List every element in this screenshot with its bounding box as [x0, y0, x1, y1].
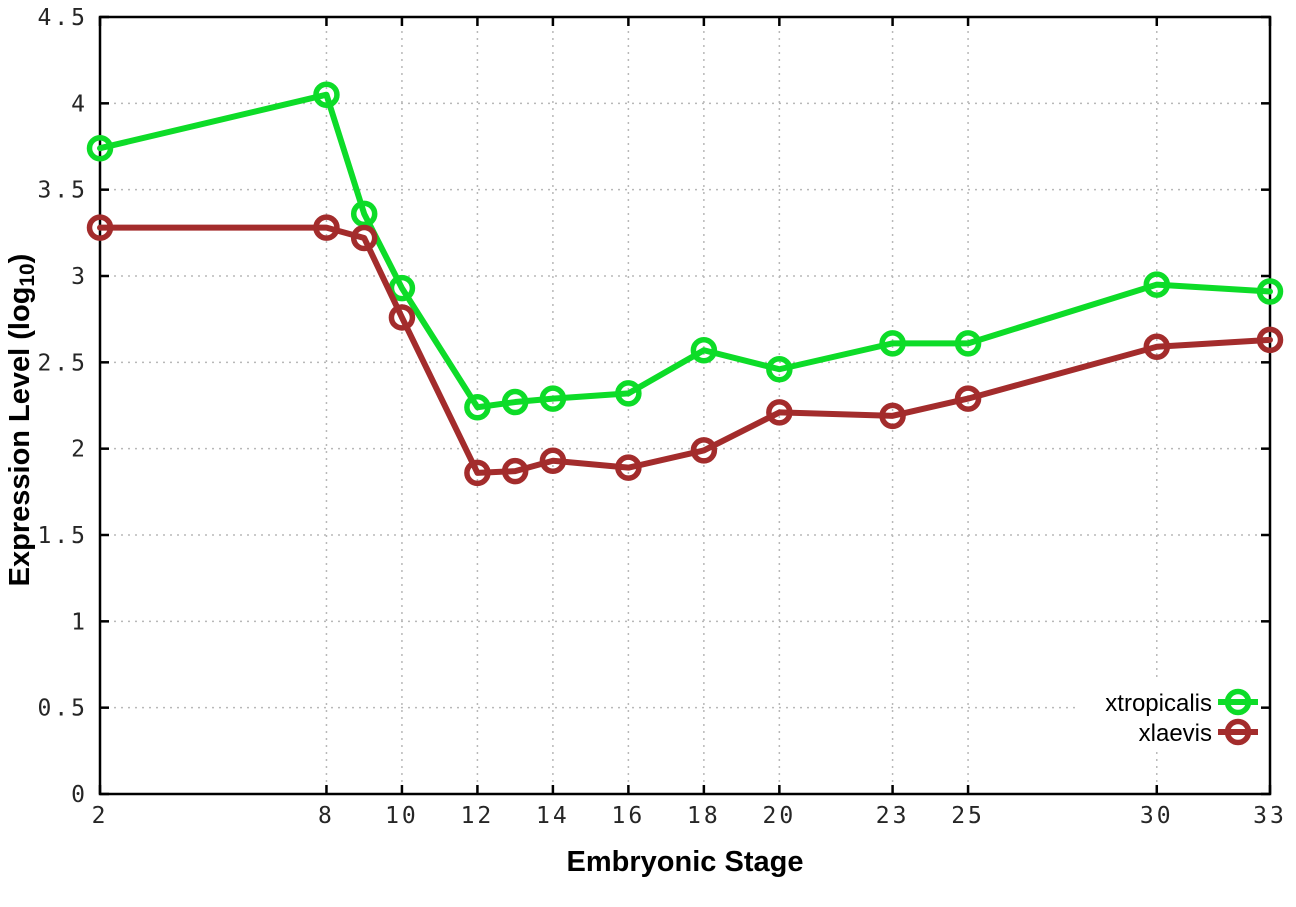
data-point-xtropicalis-stage-30: [1143, 271, 1171, 298]
data-point-xlaevis-stage-18: [690, 437, 718, 464]
legend-sample-marker-xtropicalis: [1224, 688, 1252, 716]
data-point-xtropicalis-stage-12: [464, 393, 491, 421]
legend-entry-xtropicalis: xtropicalis: [1105, 688, 1258, 717]
data-point-xlaevis-stage-12: [464, 459, 491, 487]
data-point-xlaevis-stage-14: [539, 447, 567, 475]
legend-label-xtropicalis: xtropicalis: [1105, 690, 1212, 717]
x-tick-label: 18: [687, 803, 721, 829]
data-point-xtropicalis-stage-20: [766, 355, 793, 383]
y-tick-label: 3.5: [37, 178, 88, 204]
data-point-xlaevis-stage-33: [1256, 326, 1284, 354]
x-tick-label: 2: [92, 803, 109, 829]
x-tick-label: 16: [612, 803, 646, 829]
y-tick-label: 4.5: [37, 5, 88, 31]
data-point-xtropicalis-stage-2: [86, 134, 114, 162]
y-tick-label: 2: [71, 437, 88, 463]
data-point-xlaevis-stage-10: [388, 304, 416, 331]
y-axis-title-close: ): [4, 253, 36, 264]
y-axis-title: Expression Level (log10): [4, 170, 40, 670]
data-point-xlaevis-stage-9: [350, 224, 378, 252]
data-point-xtropicalis-stage-10: [388, 274, 416, 302]
series-xlaevis-line: [97, 224, 1273, 476]
y-tick-label: 0.5: [37, 696, 88, 722]
x-tick-label: 8: [318, 803, 335, 829]
x-tick-label: 23: [876, 803, 910, 829]
data-point-xlaevis-stage-25: [954, 385, 982, 412]
data-point-xlaevis-stage-8: [313, 214, 340, 241]
x-tick-label: 25: [951, 803, 985, 829]
series-xlaevis: [86, 214, 1284, 487]
data-point-xtropicalis-stage-9: [350, 200, 378, 228]
data-point-xtropicalis-stage-8: [313, 81, 340, 108]
data-point-xlaevis-stage-2: [86, 214, 114, 241]
x-tick-label: 30: [1140, 803, 1174, 829]
x-tick-label: 20: [763, 803, 797, 829]
data-point-xlaevis-stage-16: [615, 454, 642, 481]
x-tick-label: 10: [385, 803, 419, 829]
data-point-xtropicalis-stage-25: [954, 330, 982, 357]
data-point-xtropicalis-stage-16: [615, 380, 642, 407]
data-point-xtropicalis-stage-14: [539, 385, 567, 412]
y-tick-label: 3: [71, 264, 88, 290]
series-xtropicalis: [86, 81, 1284, 421]
plot-border: [98, 15, 1272, 796]
y-axis-title-text: Expression Level (log: [4, 286, 36, 587]
series-xtropicalis-line: [97, 91, 1273, 411]
y-tick-label: 4: [71, 91, 88, 117]
legend-sample-marker-xlaevis: [1224, 718, 1252, 746]
data-point-xtropicalis-stage-13: [501, 388, 529, 416]
y-tick-label: 0: [71, 782, 88, 808]
data-point-xlaevis-stage-30: [1143, 333, 1171, 361]
data-point-xtropicalis-stage-18: [690, 336, 718, 364]
x-axis-title: Embryonic Stage: [566, 846, 804, 878]
x-tick-label: 12: [461, 803, 495, 829]
y-tick-label: 1.5: [37, 523, 88, 549]
data-point-xtropicalis-stage-23: [879, 330, 906, 357]
y-tick-label: 2.5: [37, 350, 88, 376]
data-point-xtropicalis-stage-33: [1256, 278, 1284, 305]
x-tick-label: 14: [536, 803, 570, 829]
legend-label-xlaevis: xlaevis: [1139, 720, 1212, 747]
x-tick-label: 33: [1253, 803, 1287, 829]
y-tick-label: 1: [71, 609, 88, 635]
data-point-xlaevis-stage-20: [766, 399, 793, 426]
y-axis-title-subscript: 10: [16, 263, 39, 287]
data-point-xlaevis-stage-23: [879, 402, 906, 430]
data-point-xlaevis-stage-13: [501, 457, 529, 485]
legend-entry-xlaevis: xlaevis: [1139, 718, 1258, 747]
